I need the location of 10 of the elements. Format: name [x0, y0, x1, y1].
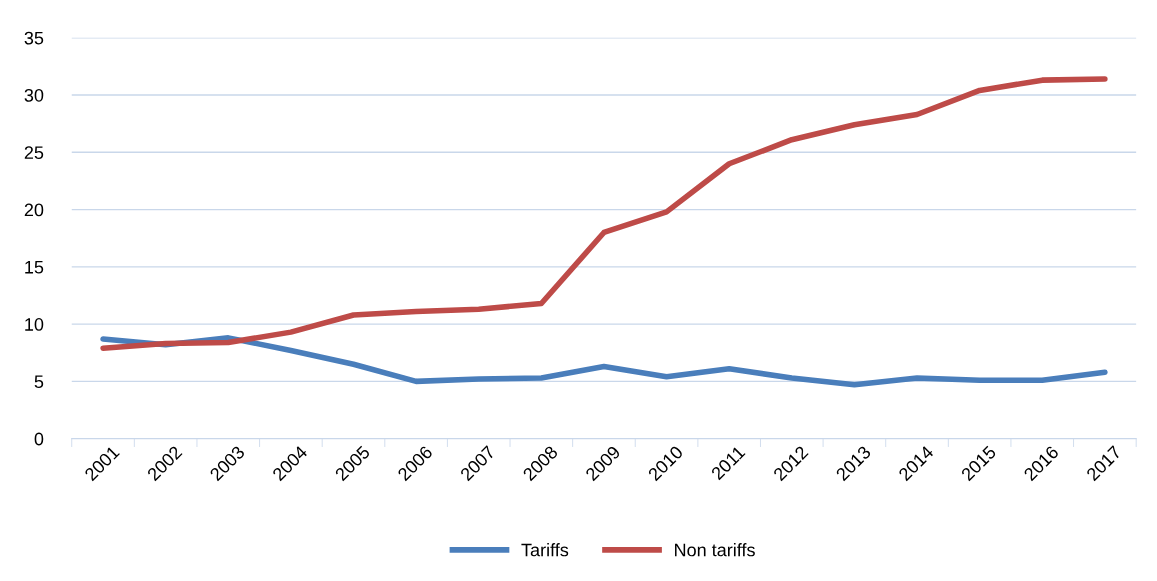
legend-label: Tariffs: [521, 543, 569, 557]
y-tick-label: 15: [25, 260, 44, 274]
y-tick-label: 25: [24, 146, 44, 160]
legend-label: Non tariffs: [675, 543, 755, 557]
y-tick-label: 20: [24, 203, 44, 217]
y-tick-label: 30: [24, 88, 44, 102]
y-tick-label: 0: [34, 432, 44, 446]
y-tick-label: 10: [25, 318, 44, 331]
y-tick-label: 5: [34, 375, 44, 389]
y-tick-label: 35: [24, 31, 44, 45]
